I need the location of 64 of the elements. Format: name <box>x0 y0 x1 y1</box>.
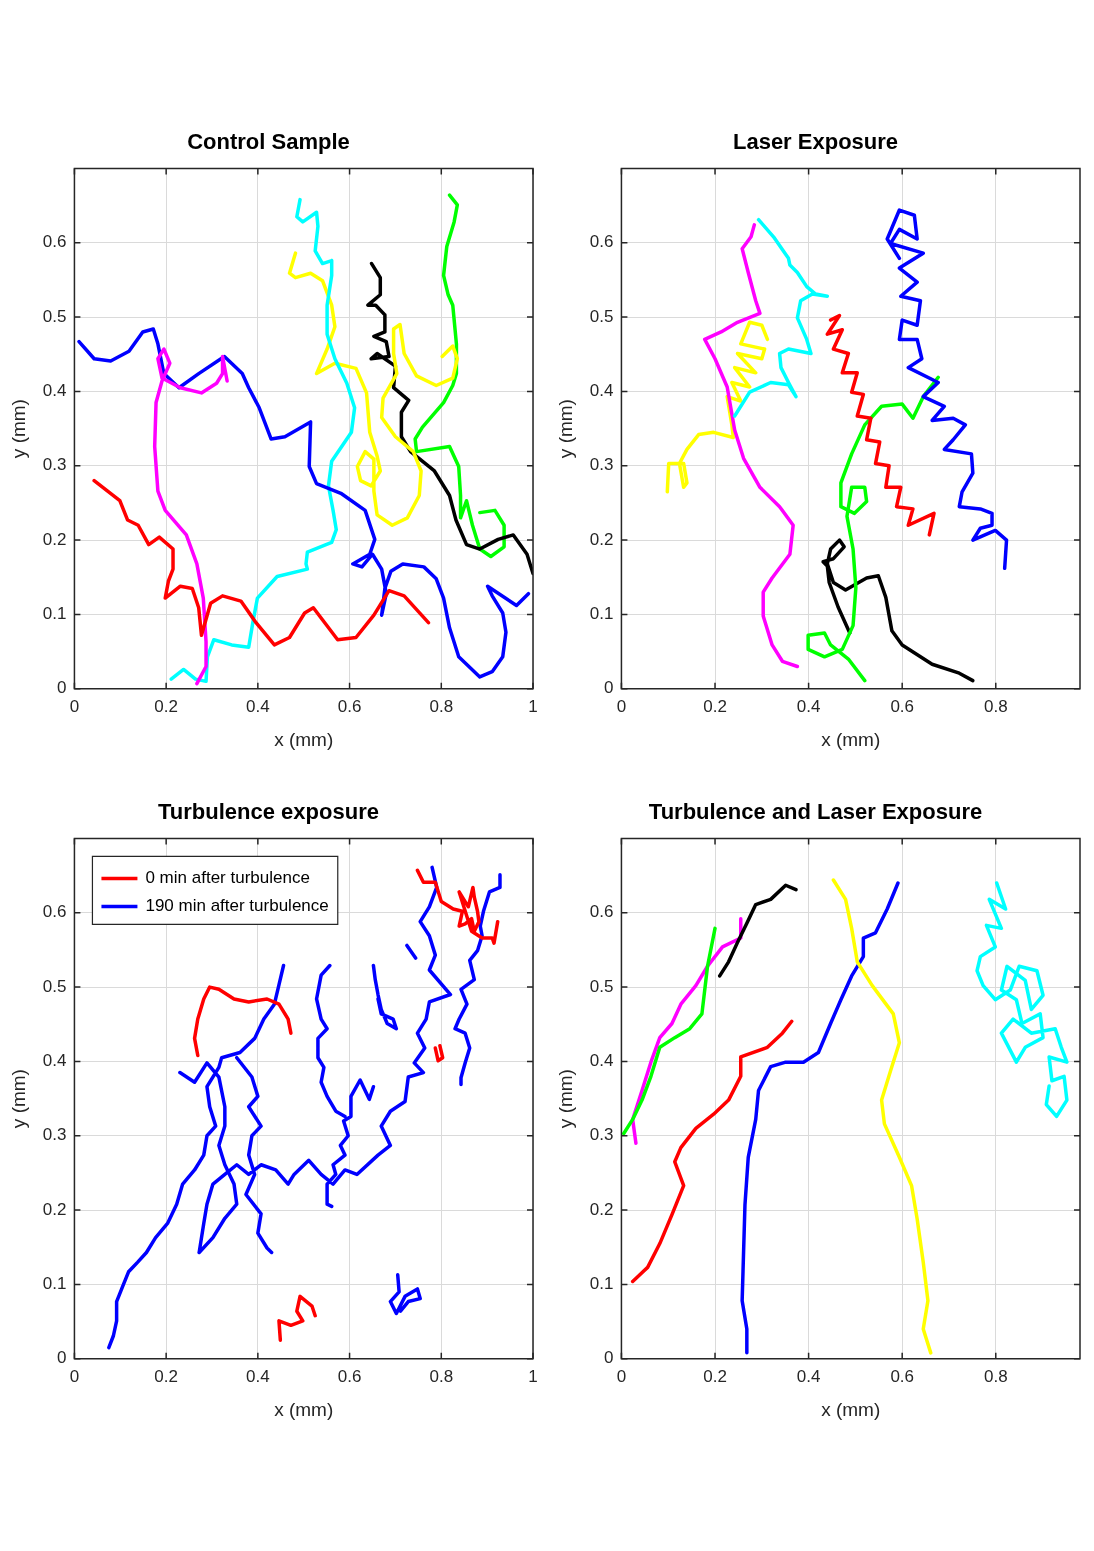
y-tick-label: 0.4 <box>42 381 67 401</box>
x-tick-label: 0.2 <box>154 696 178 716</box>
x-tick-label: 0.4 <box>796 696 821 716</box>
x-tick-label: 0.4 <box>246 1366 270 1386</box>
y-tick-label: 0.6 <box>42 902 67 922</box>
y-tick-label: 0.1 <box>589 604 614 624</box>
x-tick-label: 0.4 <box>246 696 270 716</box>
chart-title: Control Sample <box>187 129 350 155</box>
y-tick-label: 0.3 <box>589 1125 614 1145</box>
x-axis-title: x (mm) <box>821 1398 881 1420</box>
x-tick-label: 0 <box>616 696 627 716</box>
chart-title: Turbulence and Laser Exposure <box>648 799 983 825</box>
x-tick-label: 0 <box>69 696 80 716</box>
x-axis-title: x (mm) <box>274 728 334 750</box>
y-tick-label: 0.2 <box>42 529 67 549</box>
x-tick-label: 0.2 <box>703 1366 727 1386</box>
y-tick-label: 0.5 <box>42 306 67 326</box>
x-tick-label: 0.8 <box>983 1366 1008 1386</box>
x-tick-label: 0.6 <box>337 1366 362 1386</box>
y-tick-label: 0 <box>56 1348 67 1368</box>
y-tick-label: 0.1 <box>42 1274 67 1294</box>
y-tick-label: 0.3 <box>42 455 67 475</box>
chart-title: Turbulence exposure <box>158 799 379 825</box>
x-tick-label: 0.8 <box>429 696 454 716</box>
x-tick-label: 0.6 <box>890 696 915 716</box>
x-tick-label: 0.8 <box>983 696 1008 716</box>
x-tick-label: 0.4 <box>796 1366 821 1386</box>
x-axis-title: x (mm) <box>274 1398 334 1420</box>
y-tick-label: 0.1 <box>589 1274 614 1294</box>
y-tick-label: 0.4 <box>589 1051 614 1071</box>
y-tick-label: 0.3 <box>589 455 614 475</box>
y-tick-label: 0.3 <box>42 1125 67 1145</box>
x-tick-label: 0 <box>616 1366 627 1386</box>
y-tick-label: 0.4 <box>42 1051 67 1071</box>
y-tick-label: 0.6 <box>42 232 67 252</box>
y-tick-label: 0.2 <box>589 529 614 549</box>
y-axis-title: y (mm) <box>554 399 576 459</box>
y-axis-title: y (mm) <box>7 399 29 459</box>
y-tick-label: 0.4 <box>589 381 614 401</box>
y-axis-title: y (mm) <box>554 1069 576 1129</box>
legend-label: 190 min after turbulence <box>145 896 329 916</box>
y-axis-title: y (mm) <box>7 1069 29 1129</box>
x-tick-label: 0.2 <box>154 1366 178 1386</box>
x-tick-label: 0.6 <box>337 696 362 716</box>
chart-title: Laser Exposure <box>732 129 899 155</box>
y-tick-label: 0.6 <box>589 232 614 252</box>
y-tick-label: 0.5 <box>589 976 614 996</box>
x-tick-label: 0.6 <box>890 1366 915 1386</box>
y-tick-label: 0 <box>56 678 67 698</box>
x-tick-label: 0.2 <box>703 696 727 716</box>
x-tick-label: 0 <box>69 1366 80 1386</box>
legend-label: 0 min after turbulence <box>145 868 310 888</box>
y-tick-label: 0.5 <box>589 306 614 326</box>
y-tick-label: 0.5 <box>42 976 67 996</box>
x-tick-label: 0.8 <box>429 1366 454 1386</box>
y-tick-label: 0.1 <box>42 604 67 624</box>
y-tick-label: 0.2 <box>589 1199 614 1219</box>
x-axis-title: x (mm) <box>821 728 881 750</box>
y-tick-label: 0 <box>603 678 614 698</box>
y-tick-label: 0.6 <box>589 902 614 922</box>
x-tick-label: 1 <box>528 1366 538 1386</box>
x-tick-label: 1 <box>528 696 538 716</box>
y-tick-label: 0 <box>603 1348 614 1368</box>
y-tick-label: 0.2 <box>42 1199 67 1219</box>
